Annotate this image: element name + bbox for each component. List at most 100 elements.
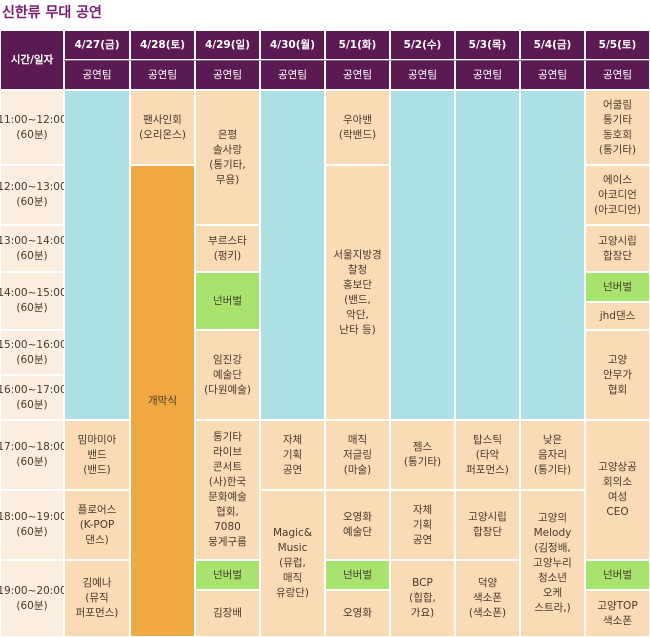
text-line: 공연팀 <box>343 68 372 81</box>
performance: 통기타 라이브 콘서트 (사)한국 문화예술 협회, 7080 뭉게구름 <box>195 420 260 560</box>
text-line: 5/5(토) <box>598 38 637 51</box>
text-line: 무용) <box>215 173 240 186</box>
text-line: 콘서트 <box>213 461 242 473</box>
empty-slot <box>455 90 520 420</box>
text-line: 색소폰 <box>473 592 502 604</box>
text-line: 시간/일자 <box>10 53 54 66</box>
text-line: (통기타, <box>209 158 246 171</box>
text-line: 공연 <box>412 533 433 546</box>
text-line: (밴드, <box>344 293 371 306</box>
text-line: (60분) <box>16 196 48 208</box>
performance: 젬스 (통기타) <box>390 420 455 490</box>
performance: jhd댄스 <box>585 302 650 330</box>
text-line: 색소폰 <box>603 614 632 627</box>
text-line: 고양시립 <box>598 234 637 247</box>
text-line: 18:00~19:00 <box>0 511 67 523</box>
date-header: 5/1(화) <box>325 30 390 60</box>
text-line: 15:00~16:00 <box>0 338 67 351</box>
text-line: 고양시립 <box>468 511 507 523</box>
text-line: 덕양 <box>477 577 498 589</box>
text-line: 여성 <box>607 491 628 503</box>
text-line: 예술단 <box>213 368 242 381</box>
performance: 밈마미아 밴드 (밴드) <box>64 420 130 490</box>
text-line: 밴드 <box>87 448 107 461</box>
text-line: 공연팀 <box>148 68 177 81</box>
text-line: 넌버벌 <box>213 294 242 307</box>
text-line: 부르스타 <box>208 234 247 247</box>
team-header: 공연팀 <box>390 60 455 90</box>
text-line: 자체 <box>412 503 433 516</box>
team-header: 공연팀 <box>520 60 585 90</box>
text-line: 아코디언 <box>598 188 637 201</box>
text-line: (힙합, <box>409 592 436 604</box>
text-line: (뮤직 <box>85 592 109 604</box>
text-line: 가요) <box>410 607 435 619</box>
text-line: (통기타) <box>598 143 637 156</box>
performance: 넌버벌 <box>195 560 260 590</box>
text-line: 16:00~17:00 <box>0 383 67 396</box>
performance: 플로어스 (K-POP 댄스) <box>64 490 130 560</box>
text-line: 4/29(일) <box>204 38 250 51</box>
performance: 우아밴 (락밴드) <box>325 90 390 165</box>
title: 신한류 무대 공연 <box>2 5 102 21</box>
performance: 자체 기획 공연 <box>260 420 325 490</box>
performance: 고양시립 합창단 <box>585 225 650 272</box>
text-line: 오영화 <box>343 511 372 523</box>
date-header: 4/28(토) <box>130 30 195 60</box>
performance: 김장배 <box>195 590 260 637</box>
text-line: 퍼포먼스) <box>466 463 509 476</box>
text-line: 12:00~13:00 <box>0 181 67 193</box>
text-line: (60분) <box>16 456 48 468</box>
text-line: 저글링 <box>343 448 372 461</box>
performance: 서울지방경 찰청 홍보단 (밴드, 악단, 난타 등) <box>325 165 390 420</box>
text-line: (마술) <box>343 463 372 476</box>
empty-slot <box>390 90 455 420</box>
text-line: Melody <box>533 527 572 539</box>
text-line: 스트라,) <box>534 602 571 614</box>
text-line: 넌버벌 <box>343 568 372 581</box>
text-line: (락밴드) <box>338 128 377 141</box>
date-header: 4/27(금) <box>64 30 130 60</box>
text-line: 공연 <box>282 463 303 476</box>
text-line: 고양의 <box>538 512 567 524</box>
text-line: Music <box>277 542 308 554</box>
text-line: 라이브 <box>213 446 242 458</box>
text-line: 서울지방경 <box>333 248 382 261</box>
text-line: 통기타 <box>603 113 632 126</box>
performance: 에이스 아코디언 (아코디언) <box>585 165 650 225</box>
text-line: 은평 <box>217 128 238 141</box>
text-line: 5/1(화) <box>338 38 377 51</box>
text-line: jhd댄스 <box>599 309 636 322</box>
text-line: 김예나 <box>82 577 112 589</box>
text-line: (통기타) <box>533 463 572 476</box>
performance: 어쿨림 통기타 동호회 (통기타) <box>585 90 650 165</box>
text-line: 솔사랑 <box>213 143 242 156</box>
text-line: 회의소 <box>603 476 632 488</box>
text-line: 공연팀 <box>603 68 632 81</box>
performance: 임진강 예술단 (다원예술) <box>195 330 260 420</box>
text-line: 협회, <box>216 506 239 518</box>
date-header: 5/4(금) <box>520 30 585 60</box>
text-line: 김장배 <box>213 607 242 619</box>
corner-header: 시간/일자 <box>0 30 64 90</box>
text-line: (아코디언) <box>594 203 641 216</box>
performance: Magic& Music (뮤럽, 매직 유랑단) <box>260 490 325 637</box>
performance: 탑스틱 (타악 퍼포먼스) <box>455 420 520 490</box>
performance: 고양시립 합창단 <box>455 490 520 560</box>
team-header: 공연팀 <box>585 60 650 90</box>
text-line: 우아밴 <box>343 113 372 126</box>
text-line: 기획 <box>412 518 433 531</box>
text-line: 어쿨림 <box>603 98 632 111</box>
text-line: 홍보단 <box>343 278 372 291</box>
text-line: 넌버벌 <box>603 568 632 581</box>
text-line: 13:00~14:00 <box>0 234 67 247</box>
text-line: 밈마미아 <box>77 433 117 446</box>
performance: BCP (힙합, 가요) <box>390 560 455 637</box>
time-label: 15:00~16:00 (60분) <box>0 330 67 375</box>
team-header: 공연팀 <box>64 60 130 90</box>
text-line: 개막식 <box>148 394 177 407</box>
text-line: (60분) <box>16 128 48 141</box>
performance: 오영화 예술단 <box>325 490 390 560</box>
